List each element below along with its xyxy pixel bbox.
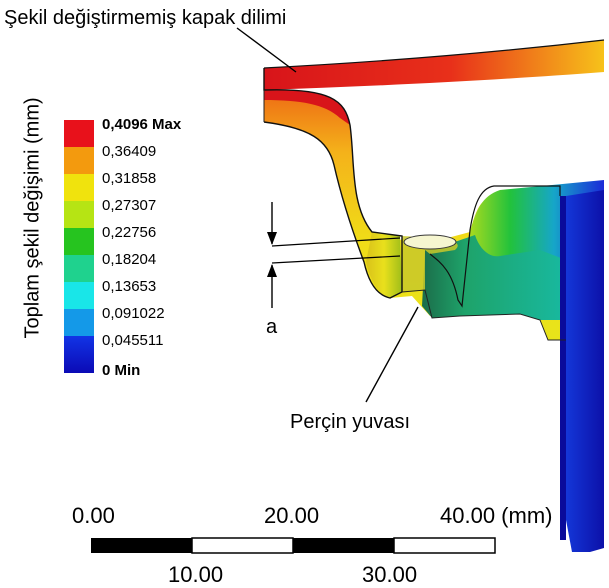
scale-label-20: 20.00: [264, 503, 320, 528]
legend-swatch: [64, 201, 94, 228]
dim-arrowhead-top: [267, 232, 277, 245]
legend-value-min: 0 Min: [102, 362, 141, 379]
legend-swatch: [64, 309, 94, 336]
undeformed-slice-label: Şekil değiştirmemiş kapak dilimi: [4, 7, 287, 29]
dimension-a-label: a: [266, 316, 278, 338]
section-edge: [263, 90, 566, 341]
rivet-socket-shape: [366, 232, 402, 298]
scale-seg-4: [393, 537, 496, 554]
rivet-socket-label: Perçin yuvası: [290, 411, 411, 433]
blue-wall: [566, 190, 604, 552]
scale-seg-1: [91, 538, 192, 553]
dim-line-lower: [271, 255, 401, 264]
undeformed-outline-right: [263, 39, 605, 308]
scale-label-0: 0.00: [72, 503, 115, 528]
socket-hole: [403, 234, 457, 250]
scale-label-10: 10.00: [168, 562, 224, 587]
legend-value: 0,27307: [102, 197, 157, 214]
leader-undeformed: [236, 27, 297, 73]
legend-value: 0,045511: [102, 332, 164, 349]
scale-seg-2: [191, 537, 294, 554]
legend-swatch: [64, 282, 94, 309]
top-red-band: [264, 89, 350, 125]
scale-seg-3: [293, 538, 394, 553]
legend-value: 0,13653: [102, 278, 157, 295]
dim-arrowhead-bottom: [267, 264, 277, 277]
leader-socket: [365, 306, 419, 403]
legend-value: 0,18204: [102, 251, 157, 268]
legend-swatch: [64, 228, 94, 255]
socket-cavity: [402, 236, 458, 292]
dim-line-upper: [271, 237, 401, 247]
blue-wall-face: [560, 196, 566, 540]
legend-value: 0,36409: [102, 143, 157, 160]
legend-value: 0,22756: [102, 224, 157, 241]
legend-swatch: [64, 147, 94, 174]
scale-label-30: 30.00: [362, 562, 418, 587]
legend-swatch: [64, 336, 94, 373]
legend-swatch: [64, 255, 94, 282]
legend-value: 0,31858: [102, 170, 157, 187]
scale-label-40: 40.00 (mm): [440, 503, 553, 528]
undeformed-outline: [263, 68, 403, 299]
legend-swatch: [64, 120, 94, 147]
top-rim-surface: [264, 40, 604, 90]
legend-value-max: 0,4096 Max: [102, 116, 182, 133]
legend-value: 0,091022: [102, 305, 165, 322]
legend-swatch: [64, 174, 94, 201]
